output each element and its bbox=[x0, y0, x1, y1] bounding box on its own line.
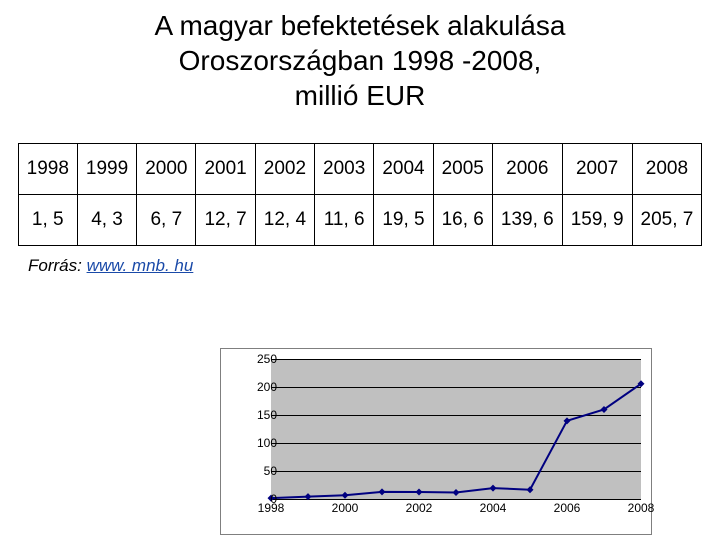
y-axis-tick: 50 bbox=[247, 464, 277, 478]
y-axis-tick: 150 bbox=[247, 408, 277, 422]
table-cell: 11, 6 bbox=[315, 195, 374, 246]
table-cell: 2007 bbox=[562, 144, 632, 195]
x-axis-tick: 2006 bbox=[554, 501, 581, 515]
table-cell: 6, 7 bbox=[137, 195, 196, 246]
source-citation: Forrás: www. mnb. hu bbox=[28, 256, 720, 276]
table-cell: 139, 6 bbox=[492, 195, 562, 246]
x-axis-tick: 2004 bbox=[480, 501, 507, 515]
table-row: 1, 5 4, 3 6, 7 12, 7 12, 4 11, 6 19, 5 1… bbox=[18, 195, 702, 246]
investment-table: 1998 1999 2000 2001 2002 2003 2004 2005 … bbox=[18, 143, 703, 246]
table-cell: 2001 bbox=[196, 144, 255, 195]
chart-marker bbox=[416, 489, 423, 496]
chart-marker bbox=[453, 489, 460, 496]
table-cell: 2004 bbox=[374, 144, 433, 195]
table-cell: 2000 bbox=[137, 144, 196, 195]
y-axis-tick: 100 bbox=[247, 436, 277, 450]
chart-line bbox=[271, 384, 641, 498]
x-axis-tick: 2000 bbox=[332, 501, 359, 515]
table-cell: 2006 bbox=[492, 144, 562, 195]
table-cell: 2008 bbox=[632, 144, 702, 195]
table-cell: 2002 bbox=[255, 144, 314, 195]
table-cell: 12, 4 bbox=[255, 195, 314, 246]
table-cell: 159, 9 bbox=[562, 195, 632, 246]
table-cell: 12, 7 bbox=[196, 195, 255, 246]
y-axis-tick: 250 bbox=[247, 352, 277, 366]
x-axis-tick: 1998 bbox=[258, 501, 285, 515]
table-cell: 1, 5 bbox=[18, 195, 77, 246]
title-line-2: Oroszországban 1998 -2008, bbox=[40, 43, 680, 78]
table-cell: 1999 bbox=[77, 144, 136, 195]
chart-marker bbox=[342, 492, 349, 499]
x-axis-tick: 2002 bbox=[406, 501, 433, 515]
title-line-1: A magyar befektetések alakulása bbox=[40, 8, 680, 43]
table-cell: 1998 bbox=[18, 144, 77, 195]
table-cell: 2003 bbox=[315, 144, 374, 195]
x-axis-tick: 2008 bbox=[628, 501, 655, 515]
y-axis-tick: 200 bbox=[247, 380, 277, 394]
line-chart: 050100150200250199820002002200420062008 bbox=[220, 348, 652, 535]
table-cell: 16, 6 bbox=[433, 195, 492, 246]
source-prefix: Forrás: bbox=[28, 256, 87, 275]
table-cell: 205, 7 bbox=[632, 195, 702, 246]
chart-marker bbox=[490, 485, 497, 492]
table-cell: 19, 5 bbox=[374, 195, 433, 246]
table-cell: 4, 3 bbox=[77, 195, 136, 246]
title-line-3: millió EUR bbox=[40, 78, 680, 113]
gridline bbox=[271, 499, 641, 500]
source-link[interactable]: www. mnb. hu bbox=[87, 256, 194, 275]
chart-marker bbox=[379, 488, 386, 495]
chart-svg bbox=[271, 359, 641, 499]
table-row: 1998 1999 2000 2001 2002 2003 2004 2005 … bbox=[18, 144, 702, 195]
table-cell: 2005 bbox=[433, 144, 492, 195]
page-title: A magyar befektetések alakulása Oroszors… bbox=[0, 0, 720, 113]
